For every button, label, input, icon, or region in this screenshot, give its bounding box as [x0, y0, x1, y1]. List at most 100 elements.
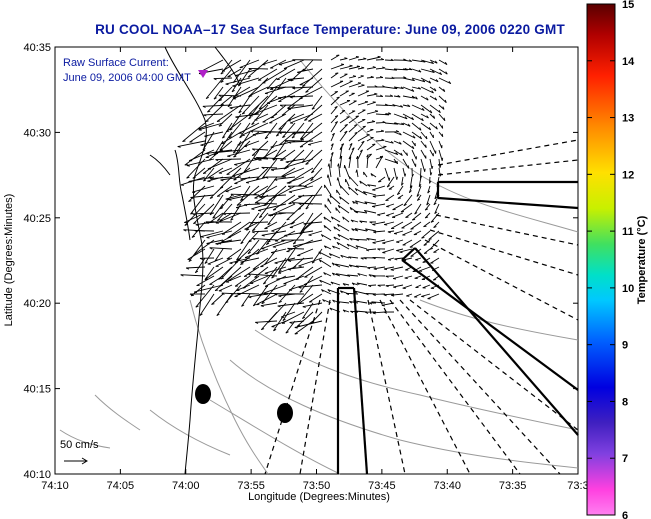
current-vector-head	[304, 119, 308, 121]
current-vector-head	[349, 207, 352, 211]
current-vector	[357, 90, 370, 97]
current-vector-head	[230, 218, 234, 221]
current-vector	[419, 167, 422, 179]
current-vector	[356, 169, 359, 178]
current-vector	[392, 275, 404, 279]
current-vector	[393, 167, 398, 180]
current-vector-head	[330, 281, 334, 285]
current-vector	[323, 272, 332, 277]
current-vector	[438, 86, 446, 92]
current-vector	[402, 284, 413, 289]
current-vector-head	[233, 179, 237, 181]
current-vector	[438, 68, 448, 75]
current-vector	[227, 221, 251, 239]
current-vector	[357, 67, 365, 70]
current-vector	[300, 221, 314, 234]
current-vector-head	[206, 152, 210, 155]
current-vector	[285, 320, 296, 334]
current-vector-head	[423, 225, 427, 228]
current-vector-head	[311, 107, 315, 110]
current-vector-head	[305, 91, 309, 93]
current-vector	[346, 292, 359, 295]
current-vector-head	[186, 176, 190, 179]
current-vector-head	[367, 184, 371, 187]
current-vector-head	[287, 107, 291, 109]
current-vector	[305, 185, 323, 210]
current-vector-head	[400, 104, 404, 108]
current-vector	[236, 239, 251, 261]
current-vector-head	[192, 191, 196, 194]
current-vector	[336, 242, 350, 250]
current-vector-head	[382, 85, 386, 88]
current-vector-head	[367, 267, 371, 270]
current-vector	[238, 95, 251, 114]
current-vector	[404, 275, 413, 279]
current-vector-head	[400, 86, 404, 89]
current-vector	[202, 158, 224, 174]
current-vector	[429, 158, 433, 169]
current-vector	[300, 122, 323, 141]
current-vector-head	[239, 136, 243, 139]
current-vector	[405, 212, 413, 218]
current-vector	[411, 122, 422, 131]
current-vector-head	[337, 234, 341, 237]
current-vector-head	[216, 313, 220, 316]
colorbar-tick-label: 15	[622, 0, 634, 11]
current-vector-head	[356, 65, 360, 67]
current-vector-head	[351, 147, 355, 150]
current-vector	[429, 239, 440, 250]
current-vector-head	[327, 289, 331, 293]
current-vector	[410, 221, 422, 230]
current-vector-head	[192, 213, 196, 216]
current-vector	[274, 257, 296, 264]
current-vector	[393, 113, 408, 120]
current-vector-head	[177, 146, 181, 148]
current-vector	[337, 233, 350, 241]
current-vector-head	[302, 85, 306, 87]
current-vector-head	[380, 57, 384, 61]
current-vector-head	[424, 168, 426, 172]
current-vector-head	[403, 203, 407, 207]
current-vector-head	[385, 285, 389, 288]
current-vector	[339, 65, 353, 70]
current-vector-head	[287, 79, 291, 82]
current-vector	[292, 239, 323, 247]
current-vector	[260, 311, 278, 330]
current-vector	[366, 137, 374, 142]
current-vector	[249, 86, 269, 97]
current-vector	[327, 289, 341, 295]
current-vector	[373, 266, 386, 270]
current-vector	[420, 140, 427, 148]
current-vector	[293, 257, 305, 268]
current-vector-head	[226, 258, 230, 260]
hf-radar-radials	[264, 139, 579, 475]
current-vector-head	[349, 64, 353, 67]
current-vector	[257, 68, 278, 81]
current-vector	[270, 248, 287, 254]
current-vector	[292, 86, 314, 89]
current-vector-head	[377, 214, 381, 216]
current-vector-head	[238, 84, 242, 87]
current-vector	[354, 210, 368, 214]
current-vector	[287, 113, 305, 122]
current-vector	[391, 293, 404, 296]
current-vector	[356, 265, 368, 268]
current-vector	[311, 311, 323, 324]
current-vector-head	[300, 138, 304, 141]
current-vector	[384, 221, 395, 225]
current-vector	[430, 257, 440, 264]
current-vector-head	[339, 185, 342, 189]
current-vector-head	[229, 128, 233, 131]
current-vector-head	[334, 91, 338, 93]
current-vector	[411, 212, 422, 221]
current-vector	[214, 248, 224, 262]
current-vector-head	[349, 238, 353, 241]
current-vector	[348, 82, 362, 88]
current-vector	[207, 158, 233, 170]
current-vector-head	[190, 197, 194, 199]
current-vector-head	[291, 202, 296, 205]
current-vector	[280, 311, 296, 318]
current-vector	[218, 94, 242, 97]
current-vector	[366, 93, 378, 97]
current-vector	[221, 221, 242, 235]
